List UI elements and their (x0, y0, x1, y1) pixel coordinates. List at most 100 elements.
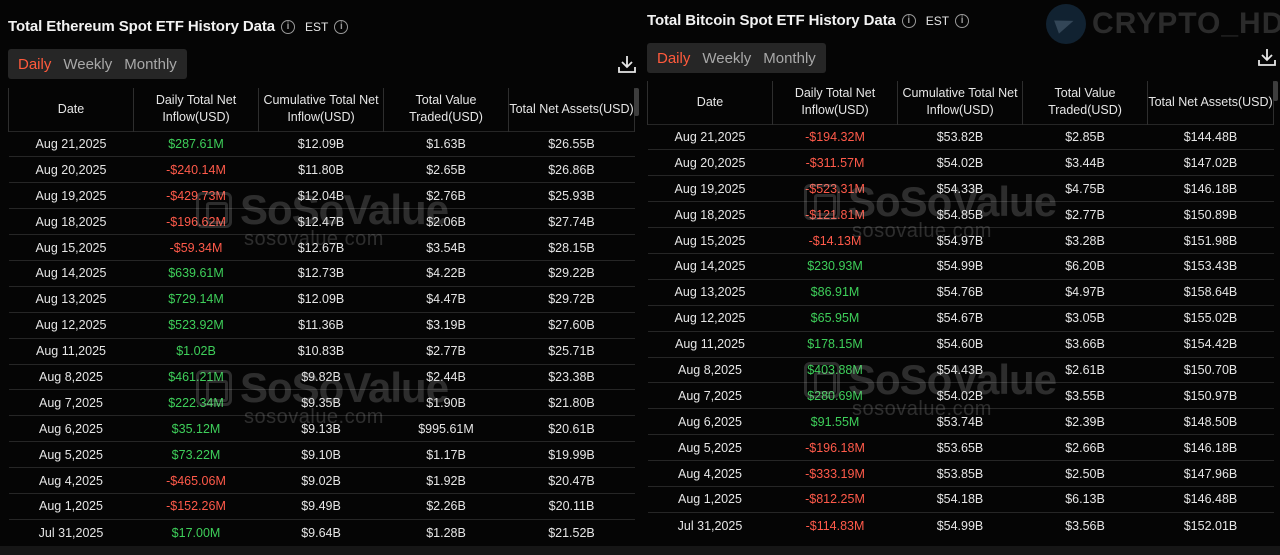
cell-daily: $73.22M (133, 441, 259, 468)
column-header[interactable]: Daily Total Net Inflow(USD) (772, 81, 898, 124)
cell-cum: $54.85B (897, 201, 1023, 228)
table-row[interactable]: Aug 1,2025 -$152.26M $9.49B $2.26B $20.11B (8, 492, 635, 520)
table-row[interactable]: Aug 1,2025 -$812.25M $54.18B $6.13B $146.48B (647, 485, 1274, 513)
btc-scrollbar[interactable] (1273, 81, 1278, 101)
eth-tab-weekly[interactable]: Weekly (63, 55, 113, 73)
cell-traded: $3.55B (1022, 382, 1148, 409)
table-row[interactable]: Aug 8,2025 $403.88M $54.43B $2.61B $150.70B (647, 356, 1274, 383)
cell-traded: $2.66B (1022, 434, 1148, 461)
cell-cum: $9.10B (258, 441, 384, 468)
table-row[interactable]: Aug 13,2025 $86.91M $54.76B $4.97B $158.64B (647, 278, 1274, 306)
cell-cum: $9.82B (258, 363, 384, 390)
table-header-row: Date Daily Total Net Inflow(USD) Cumulat… (647, 81, 1274, 124)
cell-cum: $12.67B (258, 234, 384, 261)
table-row[interactable]: Aug 21,2025 $287.61M $12.09B $1.63B $26.55B (8, 130, 635, 157)
info-icon[interactable]: i (334, 19, 349, 34)
cell-assets: $147.02B (1147, 149, 1274, 176)
download-icon[interactable] (1256, 46, 1278, 68)
table-row[interactable]: Aug 4,2025 -$333.19M $53.85B $2.50B $147.96B (647, 460, 1274, 487)
column-header[interactable]: Total Net Assets(USD) (1147, 81, 1274, 124)
cell-cum: $54.76B (897, 278, 1023, 306)
table-row[interactable]: Aug 7,2025 $222.34M $9.35B $1.90B $21.80B (8, 389, 635, 416)
table-row[interactable]: Jul 31,2025 -$114.83M $54.99B $3.56B $152.01… (647, 511, 1274, 539)
table-row[interactable]: Aug 11,2025 $178.15M $54.60B $3.66B $154.42B (647, 330, 1274, 358)
table-row[interactable]: Aug 18,2025 -$196.62M $12.47B $2.06B $27.74B (8, 208, 635, 235)
btc-period-tabs: Daily Weekly Monthly (647, 43, 826, 73)
cell-traded: $2.77B (1022, 201, 1148, 228)
cell-assets: $155.02B (1147, 304, 1274, 332)
cell-date: Aug 15,2025 (647, 227, 773, 254)
cell-assets: $26.55B (508, 130, 635, 157)
table-row[interactable]: Aug 20,2025 -$240.14M $11.80B $2.65B $26.86B (8, 156, 635, 183)
table-row[interactable]: Aug 18,2025 -$121.81M $54.85B $2.77B $150.89… (647, 201, 1274, 228)
cell-traded: $2.61B (1022, 356, 1148, 383)
table-row[interactable]: Aug 14,2025 $639.61M $12.73B $4.22B $29.22B (8, 259, 635, 287)
info-icon[interactable]: i (955, 13, 970, 28)
column-header[interactable]: Daily Total Net Inflow(USD) (133, 88, 259, 131)
cell-cum: $12.04B (258, 182, 384, 209)
eth-tab-monthly[interactable]: Monthly (124, 55, 177, 73)
table-row[interactable]: Aug 20,2025 -$311.57M $54.02B $3.44B $147.02… (647, 149, 1274, 176)
btc-tab-weekly[interactable]: Weekly (702, 49, 752, 67)
eth-tab-daily[interactable]: Daily (18, 55, 52, 73)
cell-daily: -$812.25M (772, 485, 898, 513)
cell-assets: $29.72B (508, 285, 635, 313)
cell-date: Aug 1,2025 (8, 492, 134, 520)
eth-etf-panel: Total Ethereum Spot ETF History Data i E… (0, 0, 640, 546)
cell-date: Aug 13,2025 (647, 278, 773, 306)
cell-date: Aug 19,2025 (8, 182, 134, 209)
cell-daily: $729.14M (133, 285, 259, 313)
cell-daily: $91.55M (772, 408, 898, 435)
table-row[interactable]: Aug 5,2025 $73.22M $9.10B $1.17B $19.99B (8, 441, 635, 468)
cell-traded: $2.39B (1022, 408, 1148, 435)
info-icon[interactable]: i (901, 13, 916, 28)
cell-cum: $54.99B (897, 252, 1023, 280)
table-row[interactable]: Aug 13,2025 $729.14M $12.09B $4.47B $29.72B (8, 285, 635, 313)
column-header[interactable]: Total Value Traded(USD) (1022, 81, 1148, 124)
table-row[interactable]: Aug 19,2025 -$429.73M $12.04B $2.76B $25.93B (8, 182, 635, 209)
table-row[interactable]: Aug 6,2025 $91.55M $53.74B $2.39B $148.50B (647, 408, 1274, 435)
cell-date: Aug 4,2025 (8, 467, 134, 494)
btc-tab-daily[interactable]: Daily (657, 49, 691, 67)
table-row[interactable]: Aug 4,2025 -$465.06M $9.02B $1.92B $20.47B (8, 467, 635, 494)
cell-cum: $12.09B (258, 285, 384, 313)
cell-daily: -$523.31M (772, 175, 898, 202)
eth-scrollbar[interactable] (634, 88, 639, 116)
table-row[interactable]: Aug 12,2025 $65.95M $54.67B $3.05B $155.02B (647, 304, 1274, 332)
cell-cum: $54.60B (897, 330, 1023, 358)
cell-daily: $17.00M (133, 518, 259, 546)
table-row[interactable]: Aug 19,2025 -$523.31M $54.33B $4.75B $146.18… (647, 175, 1274, 202)
eth-panel-title: Total Ethereum Spot ETF History Data (8, 18, 275, 35)
column-header[interactable]: Total Net Assets(USD) (508, 88, 635, 131)
column-header[interactable]: Cumulative Total Net Inflow(USD) (897, 81, 1023, 124)
column-header[interactable]: Cumulative Total Net Inflow(USD) (258, 88, 384, 131)
info-icon[interactable]: i (281, 19, 295, 34)
column-header[interactable]: Date (8, 88, 134, 131)
cell-date: Aug 12,2025 (8, 311, 134, 339)
table-row[interactable]: Aug 15,2025 -$59.34M $12.67B $3.54B $28.15B (8, 234, 635, 261)
table-row[interactable]: Aug 12,2025 $523.92M $11.36B $3.19B $27.60B (8, 311, 635, 339)
cell-daily: $222.34M (133, 389, 259, 416)
column-header[interactable]: Total Value Traded(USD) (383, 88, 509, 131)
cell-assets: $147.96B (1147, 460, 1274, 487)
table-row[interactable]: Aug 11,2025 $1.02B $10.83B $2.77B $25.71B (8, 337, 635, 365)
column-header[interactable]: Date (647, 81, 773, 124)
cell-daily: $280.69M (772, 382, 898, 409)
table-row[interactable]: Aug 14,2025 $230.93M $54.99B $6.20B $153.43B (647, 252, 1274, 280)
table-row[interactable]: Aug 6,2025 $35.12M $9.13B $995.61M $20.61B (8, 415, 635, 442)
table-row[interactable]: Aug 7,2025 $280.69M $54.02B $3.55B $150.97B (647, 382, 1274, 409)
cell-date: Aug 6,2025 (8, 415, 134, 442)
brand-label: CRYPTO_HD (1092, 7, 1280, 40)
cell-daily: $287.61M (133, 130, 259, 157)
table-row[interactable]: Aug 21,2025 -$194.32M $53.82B $2.85B $144.48… (647, 123, 1274, 150)
table-row[interactable]: Aug 8,2025 $461.21M $9.82B $2.44B $23.38B (8, 363, 635, 390)
table-row[interactable]: Aug 5,2025 -$196.18M $53.65B $2.66B $146.18B (647, 434, 1274, 461)
btc-tab-monthly[interactable]: Monthly (763, 49, 816, 67)
cell-daily: $35.12M (133, 415, 259, 442)
cell-cum: $54.33B (897, 175, 1023, 202)
table-row[interactable]: Jul 31,2025 $17.00M $9.64B $1.28B $21.52B (8, 518, 635, 546)
table-row[interactable]: Aug 15,2025 -$14.13M $54.97B $3.28B $151.98B (647, 227, 1274, 254)
cell-cum: $54.02B (897, 382, 1023, 409)
download-icon[interactable] (616, 53, 638, 75)
cell-daily: -$429.73M (133, 182, 259, 209)
